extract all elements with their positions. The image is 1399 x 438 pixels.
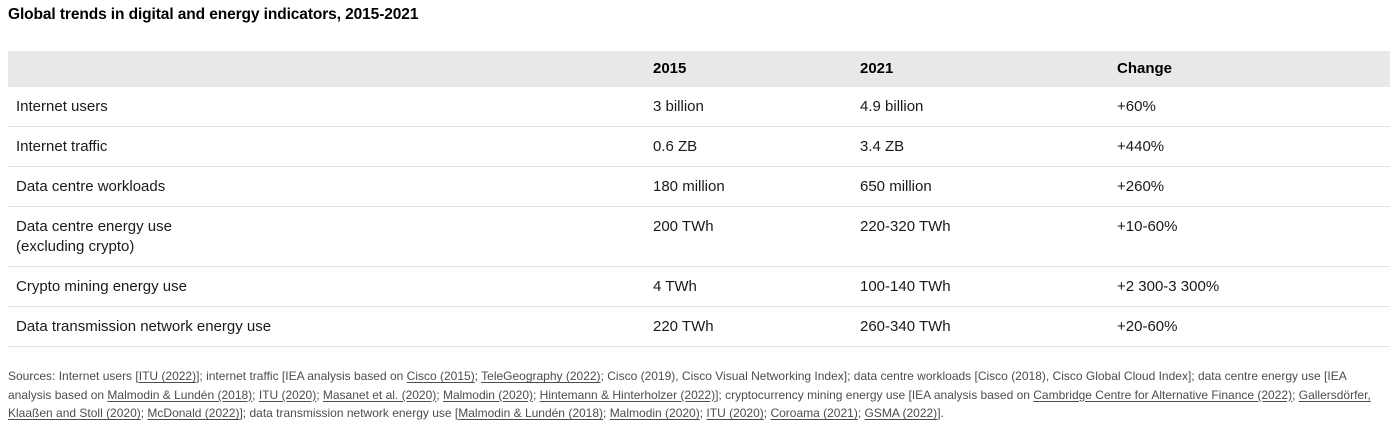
source-text: ; [474,369,482,383]
source-link[interactable]: Cisco (2015) [406,369,475,383]
source-link[interactable]: Hintemann & Hinterholzer (2022) [539,387,716,402]
source-link[interactable]: Malmodin & Lundén (2018) [107,387,253,402]
source-text: ; Cisco (2019), Cisco Visual Networking … [8,369,1347,402]
value-change: +20-60% [1117,318,1178,335]
value-2021: 4.9 billion [860,98,924,115]
value-2015: 180 million [653,178,725,195]
source-text: ; [533,387,540,402]
sources-note: Sources: Internet users [ITU (2022)]; in… [8,367,1391,423]
source-link[interactable]: ITU (2020) [258,387,317,402]
row-label: Crypto mining energy use [16,278,187,295]
table-row: Data transmission network energy use 220… [8,307,1390,347]
value-2015: 200 TWh [653,218,714,235]
page-title: Global trends in digital and energy indi… [8,6,419,23]
value-2021: 3.4 ZB [860,138,905,155]
table-row: Internet users 3 billion 4.9 billion +60… [8,87,1390,127]
source-text: ; [1292,387,1299,402]
source-link[interactable]: Gallersdörfer, Klaaßen and Stoll (2020) [8,387,1371,421]
indicators-table: 2015 2021 Change Internet users 3 billio… [8,51,1390,347]
value-2015: 220 TWh [653,318,714,335]
source-text: ; [140,406,148,420]
source-text: ; [857,406,865,420]
source-link[interactable]: GSMA (2022) [864,406,938,420]
row-label: Internet users [16,98,108,115]
source-text: ; [603,406,610,420]
row-label: Data centre workloads [16,178,166,195]
row-label: Data centre energy use (excluding crypto… [16,218,172,255]
table-row: Crypto mining energy use 4 TWh 100-140 T… [8,267,1390,307]
source-link[interactable]: Coroama (2021) [770,406,858,420]
source-text: ; [436,387,443,402]
source-text: ; [252,387,259,402]
source-link[interactable]: Cambridge Centre for Alternative Finance… [1033,387,1293,402]
header-indicator [8,59,653,79]
header-2021: 2021 [860,60,894,77]
source-text: ; [763,406,771,420]
table-row: Data centre energy use (excluding crypto… [8,207,1390,267]
source-text: Sources: Internet users [ [8,369,139,383]
value-2021: 260-340 TWh [860,318,951,335]
source-text: ]; cryptocurrency mining energy use [IEA… [715,387,1034,402]
source-text: ; [699,406,707,420]
value-2021: 100-140 TWh [860,278,951,295]
value-change: +260% [1117,178,1165,195]
source-text: ; [316,387,323,402]
source-link[interactable]: Malmodin (2020) [442,387,533,402]
source-link[interactable]: Malmodin (2020) [609,406,700,420]
page: Global trends in digital and energy indi… [8,6,1391,423]
source-link[interactable]: TeleGeography (2022) [481,369,601,383]
value-2015: 0.6 ZB [653,138,698,155]
source-link[interactable]: ITU (2022) [138,369,197,383]
value-2015: 4 TWh [653,278,697,295]
value-change: +60% [1117,98,1156,115]
table-header-row: 2015 2021 Change [8,51,1390,87]
header-2015: 2015 [653,60,687,77]
table-row: Internet traffic 0.6 ZB 3.4 ZB +440% [8,127,1390,167]
source-link[interactable]: ITU (2020) [706,406,764,420]
header-change: Change [1117,60,1173,77]
row-label: Data transmission network energy use [16,318,272,335]
source-link[interactable]: McDonald (2022) [147,406,240,420]
value-change: +440% [1117,138,1165,155]
value-change: +10-60% [1117,218,1178,235]
source-link[interactable]: Malmodin & Lundén (2018) [458,406,604,420]
source-text: ]; data transmission network energy use … [239,406,459,420]
source-text: ]. [937,406,944,420]
value-2021: 220-320 TWh [860,218,951,235]
table-row: Data centre workloads 180 million 650 mi… [8,167,1390,207]
source-link[interactable]: Masanet et al. (2020) [322,387,437,402]
value-2021: 650 million [860,178,932,195]
value-change: +2 300-3 300% [1117,278,1220,295]
source-text: ]; internet traffic [IEA analysis based … [196,369,407,383]
value-2015: 3 billion [653,98,704,115]
row-label: Internet traffic [16,138,108,155]
